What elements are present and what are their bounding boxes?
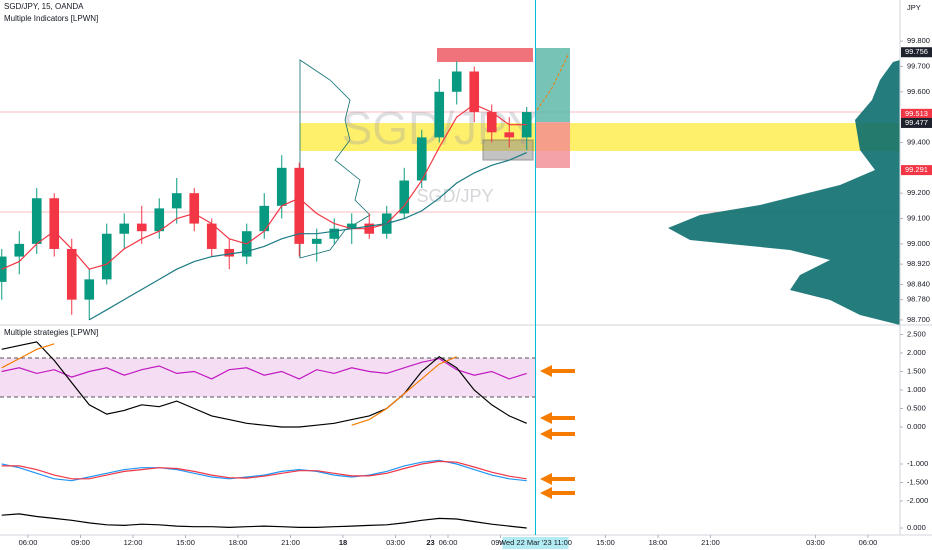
y-tick-label: 99.800 [907, 36, 930, 45]
y-tick-label: 98.700 [907, 315, 930, 324]
line-series [1, 103, 527, 270]
y-tick-label: 0.000 [907, 523, 926, 532]
y-tick-label: 99.700 [907, 61, 930, 70]
x-tick-label: 23 [426, 538, 434, 547]
volume-profile [668, 60, 900, 325]
signal-arrows [540, 365, 575, 499]
chart-subtitle: Multiple Indicators [LPWN] [4, 14, 98, 23]
candle-body [294, 167, 305, 244]
y-tick-label: 0.500 [907, 403, 926, 412]
y-tick-label: -1.500 [907, 477, 928, 486]
x-tick-label: 18:00 [649, 538, 668, 547]
x-tick-label: 21:00 [281, 538, 300, 547]
x-tick-label: 06:00 [19, 538, 38, 547]
y-tick-label: -2.000 [907, 496, 928, 505]
y-tick-label: 0.000 [907, 422, 926, 431]
candle-body [329, 228, 340, 239]
candle-body [259, 205, 270, 232]
x-tick-label: 12:00 [124, 538, 143, 547]
y-tick-label: 98.840 [907, 279, 930, 288]
candle-body [276, 167, 287, 206]
y-tick-label: 99.400 [907, 137, 930, 146]
candle-body [486, 112, 497, 133]
chart-title: SGD/JPY, 15, OANDA [4, 2, 84, 11]
y-tick-label: 1.000 [907, 385, 926, 394]
rsi-band [0, 358, 535, 397]
candle-body [521, 112, 532, 138]
candle-body [311, 238, 322, 244]
y-tick-label: 2.000 [907, 348, 926, 357]
candle-body [154, 208, 165, 232]
candle-body [84, 279, 95, 300]
zone-box [437, 48, 533, 62]
price-label: 99.513 [905, 109, 928, 118]
line-series [88, 152, 527, 321]
candle-body [0, 256, 7, 282]
candle-body [469, 71, 480, 113]
cursor-label-bg [502, 537, 569, 549]
target-box [535, 48, 570, 122]
candle-body [399, 180, 410, 214]
x-tick-label: 06:00 [859, 538, 878, 547]
y-tick-label: 99.600 [907, 87, 930, 96]
candle-body [136, 223, 147, 232]
pane-title: Multiple strategies [LPWN] [4, 328, 98, 337]
y-tick-label: 99.000 [907, 239, 930, 248]
candle-body [434, 91, 445, 138]
x-tick-label: 21:00 [701, 538, 720, 547]
candle-body [171, 193, 182, 209]
candle-body [346, 223, 357, 229]
price-label-bg [901, 47, 932, 58]
volume-profile [299, 59, 371, 259]
x-tick-label: 06:00 [439, 538, 458, 547]
line-series [1, 341, 527, 428]
y-tick-label: 98.780 [907, 295, 930, 304]
x-tick-label: 18:00 [229, 538, 248, 547]
y-tick-label: 99.200 [907, 188, 930, 197]
zone-band [300, 123, 900, 151]
x-tick-label: 18 [339, 538, 347, 547]
candle-body [66, 248, 77, 300]
line-series [1, 459, 527, 482]
price-label: 99.756 [905, 47, 928, 56]
candle-body [224, 248, 235, 257]
price-label-bg [901, 117, 932, 128]
y-tick-label: 1.500 [907, 366, 926, 375]
candle-body [49, 198, 60, 249]
candle-body [504, 132, 515, 138]
line-series [1, 357, 527, 380]
x-tick-label: 15:00 [596, 538, 615, 547]
y-tick-label: 99.100 [907, 214, 930, 223]
x-tick-label: 09:00 [491, 538, 510, 547]
candle-body [101, 233, 112, 280]
x-tick-label: 03:00 [806, 538, 825, 547]
cursor-label: Wed 22 Mar '23 11:00 [499, 538, 572, 547]
projection [536, 54, 569, 111]
price-label-bg [901, 165, 932, 176]
candle-body [189, 193, 200, 224]
y-tick-label: 98.920 [907, 259, 930, 268]
stop-box [535, 122, 570, 168]
y-tick-label: 2.500 [907, 329, 926, 338]
candle-body [206, 223, 217, 249]
price-label: 99.477 [905, 118, 928, 127]
x-tick-label: 09:00 [71, 538, 90, 547]
x-tick-label: 15:00 [176, 538, 195, 547]
line-series [1, 460, 527, 480]
candle-body [416, 137, 427, 181]
candle-body [14, 243, 25, 257]
x-tick-label: 03:00 [386, 538, 405, 547]
y-tick-label: -1.000 [907, 459, 928, 468]
candle-body [119, 223, 130, 234]
candle-body [451, 71, 462, 92]
line-series [1, 343, 457, 426]
currency-label: JPY [907, 3, 921, 12]
candle-body [31, 198, 42, 244]
line-series [1, 513, 527, 529]
watermark: SGD/JPY [416, 186, 493, 206]
price-label: 99.291 [905, 165, 928, 174]
